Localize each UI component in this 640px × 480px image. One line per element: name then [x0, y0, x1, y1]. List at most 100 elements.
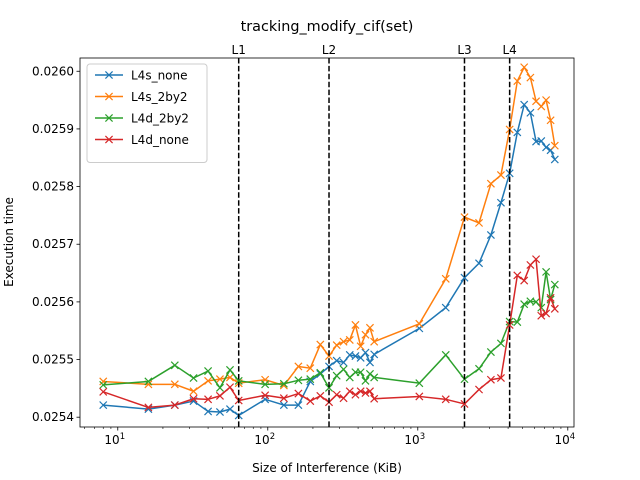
data-point-marker	[370, 394, 379, 403]
data-point-marker	[356, 342, 365, 351]
data-point-marker	[339, 394, 348, 403]
data-point-marker	[316, 340, 325, 349]
data-point-marker	[365, 387, 374, 396]
y-tick-label: 0.0257	[32, 237, 74, 251]
data-point-marker	[474, 364, 484, 373]
data-point-marker	[215, 383, 224, 392]
data-point-marker	[225, 365, 235, 374]
data-point-marker	[189, 394, 198, 403]
data-point-marker	[486, 230, 495, 240]
data-point-marker	[513, 77, 522, 86]
legend-label: L4s_2by2	[131, 90, 188, 104]
data-point-marker	[351, 320, 360, 329]
data-point-marker	[261, 391, 270, 400]
data-point-marker	[225, 405, 235, 414]
data-point-marker	[537, 137, 546, 146]
data-point-marker	[496, 171, 505, 180]
data-point-marker	[532, 255, 541, 264]
data-point-marker	[99, 380, 108, 389]
data-point-marker	[513, 318, 522, 327]
data-point-marker	[294, 376, 303, 385]
legend-marker	[104, 113, 114, 123]
legend-label: L4d_2by2	[131, 112, 189, 126]
legend-entry: L4d_none	[95, 133, 189, 147]
data-point-marker	[332, 341, 341, 350]
data-point-marker	[370, 350, 379, 359]
legend-marker	[104, 70, 114, 80]
data-point-marker	[332, 390, 341, 399]
data-point-marker	[550, 141, 559, 150]
data-point-marker	[99, 377, 108, 386]
data-point-marker	[460, 399, 469, 408]
data-point-marker	[474, 218, 484, 227]
data-point-marker	[204, 407, 213, 416]
data-point-marker	[361, 330, 370, 339]
data-point-marker	[513, 271, 522, 280]
data-point-marker	[294, 401, 303, 410]
data-point-marker	[542, 143, 551, 152]
data-point-marker	[339, 337, 348, 346]
chart-title: tracking_modify_cif(set)	[241, 19, 414, 35]
data-point-marker	[361, 376, 370, 385]
plot-frame	[79, 57, 575, 428]
series-L4d_2by2	[99, 267, 559, 392]
data-point-marker	[189, 373, 198, 383]
data-point-marker	[486, 375, 495, 384]
y-tick-label: 0.0254	[32, 410, 74, 424]
data-point-marker	[441, 350, 450, 359]
data-point-marker	[332, 371, 341, 380]
data-point-marker	[170, 361, 179, 370]
data-point-marker	[415, 379, 424, 388]
legend-entry: L4d_2by2	[95, 112, 189, 126]
x-axis-label: Size of Interference (KiB)	[252, 461, 402, 475]
data-point-marker	[526, 108, 535, 117]
data-point-marker	[520, 63, 529, 72]
data-point-marker	[550, 155, 559, 164]
data-point-marker	[339, 358, 348, 367]
legend-marker	[104, 135, 114, 144]
data-point-marker	[474, 385, 484, 394]
data-point-marker	[542, 96, 551, 105]
y-axis-label: Execution time	[2, 197, 16, 287]
data-point-marker	[345, 335, 354, 344]
data-point-marker	[306, 375, 315, 384]
data-point-marker	[215, 407, 224, 417]
legend-box	[86, 63, 208, 163]
data-point-marker	[294, 389, 303, 398]
vline-label: L3	[457, 43, 471, 57]
plot-area	[99, 63, 559, 420]
y-tick-label: 0.0256	[32, 295, 74, 309]
series-L4d_none	[99, 255, 559, 412]
data-point-marker	[351, 390, 360, 399]
data-point-marker	[537, 102, 546, 111]
data-point-marker	[361, 348, 370, 357]
data-point-marker	[550, 280, 559, 289]
data-point-marker	[496, 339, 505, 348]
data-point-marker	[486, 179, 495, 188]
data-point-marker	[513, 128, 522, 137]
axes: 0.0254 0.0255 0.0256 0.0257 0.0258 0.0259 0.02…	[32, 57, 575, 447]
data-point-marker	[474, 259, 484, 268]
data-point-marker	[345, 387, 354, 396]
data-point-marker	[204, 395, 213, 404]
data-point-marker	[520, 100, 529, 109]
data-point-marker	[99, 387, 108, 396]
series-L4s_none	[99, 100, 559, 420]
data-point-marker	[316, 368, 325, 377]
x-tick-label: 101	[104, 432, 125, 447]
data-point-marker	[537, 311, 546, 320]
legend-label: L4d_none	[131, 133, 189, 147]
data-point-marker	[234, 376, 243, 385]
y-tick-label: 0.0259	[32, 122, 74, 136]
data-point-marker	[496, 198, 505, 207]
data-point-marker	[361, 388, 370, 398]
data-point-marker	[306, 397, 315, 406]
data-point-marker	[144, 377, 153, 386]
data-point-marker	[294, 362, 303, 371]
cache-level-lines: L1 L2 L3 L4	[232, 43, 517, 427]
data-point-marker	[339, 365, 348, 374]
series-L4s_2by2	[99, 63, 559, 396]
y-tick-label: 0.0255	[32, 353, 74, 367]
data-point-marker	[215, 391, 224, 400]
